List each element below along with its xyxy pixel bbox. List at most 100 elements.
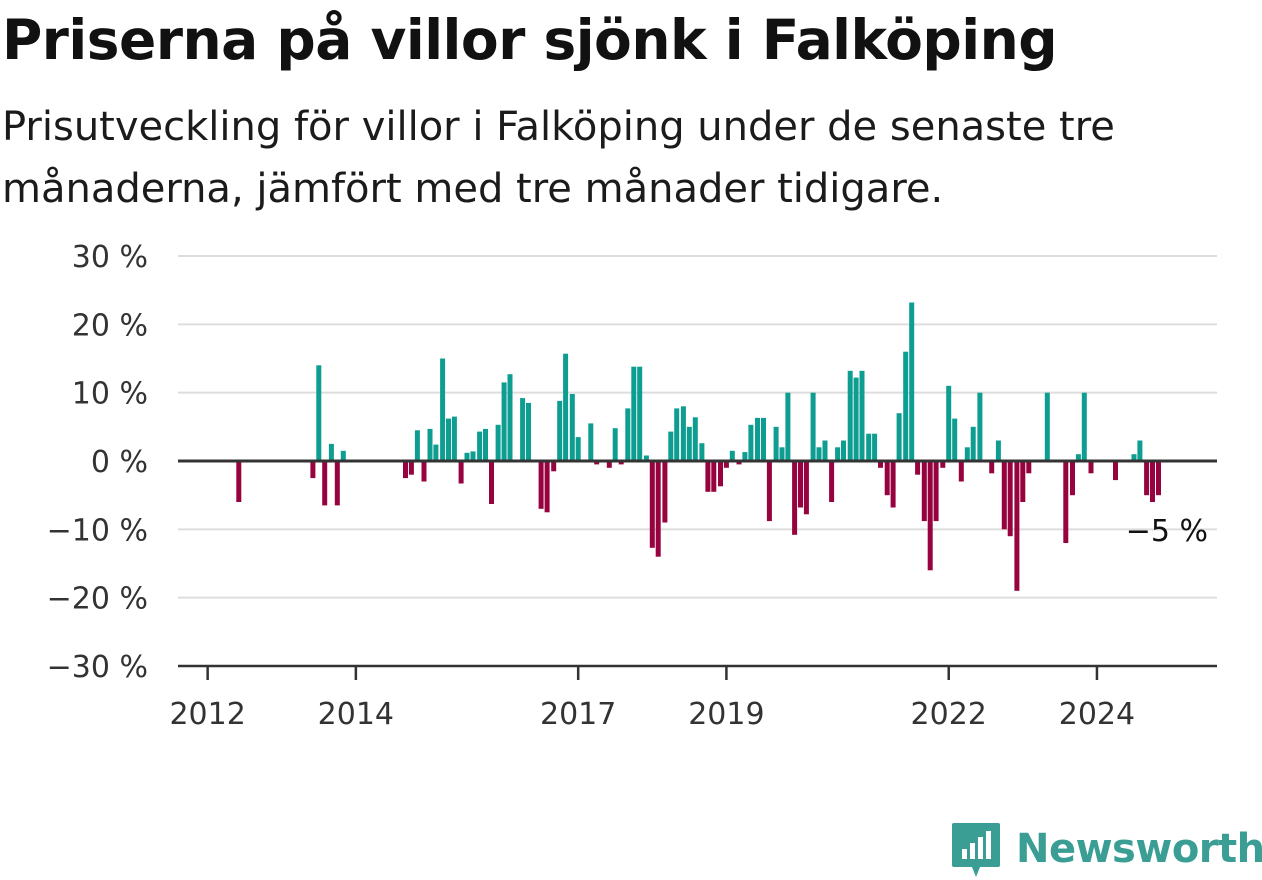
bar (1075, 454, 1081, 461)
bar (433, 444, 439, 461)
bar (915, 461, 921, 475)
bar (501, 382, 507, 461)
bar (964, 447, 970, 461)
bar (520, 398, 526, 461)
bar (829, 461, 835, 502)
bar (705, 461, 711, 492)
bar (655, 461, 661, 557)
bar (773, 426, 779, 461)
bar (322, 461, 328, 506)
bar (692, 417, 698, 461)
bar (446, 418, 451, 461)
bar (458, 461, 464, 484)
bar (526, 402, 531, 461)
x-tick-label: 2024 (1059, 697, 1135, 732)
bar (896, 413, 902, 461)
bar (427, 428, 433, 461)
y-tick-label: 20 % (72, 308, 148, 343)
bar (674, 408, 680, 461)
bar (853, 377, 859, 461)
bar (989, 461, 995, 474)
bar (1020, 461, 1026, 502)
bar (507, 374, 513, 461)
bar (909, 302, 915, 461)
bar (761, 417, 766, 461)
bar (451, 416, 457, 461)
bar (766, 461, 772, 522)
bar (594, 461, 600, 465)
bar (1150, 461, 1155, 502)
bar (1014, 461, 1020, 591)
bar (995, 440, 1001, 461)
chart-title: Priserna på villor sjönk i Falköping (2, 8, 1058, 72)
bar (927, 461, 933, 571)
bar (557, 400, 563, 461)
bar (483, 428, 488, 461)
bar (952, 418, 958, 461)
bar (440, 358, 446, 461)
bar (1063, 461, 1069, 543)
x-tick-label: 2022 (911, 697, 987, 732)
bar (618, 461, 624, 465)
bar (1156, 461, 1161, 496)
y-tick-label: 30 % (72, 240, 148, 275)
bar (729, 450, 735, 462)
bar (625, 408, 631, 461)
newsworthy-logo-icon (952, 823, 1000, 877)
bar (859, 370, 865, 461)
bars (236, 302, 1161, 591)
bar (711, 461, 717, 492)
bar (668, 431, 674, 461)
bar (779, 447, 785, 461)
bar (699, 443, 705, 461)
bar (822, 440, 828, 461)
brand-name: Newsworthy (1016, 826, 1262, 872)
bar (866, 433, 872, 461)
bar (798, 461, 803, 508)
bar (489, 461, 494, 504)
bar (495, 424, 501, 461)
bar (847, 370, 853, 461)
bar (569, 394, 575, 461)
bar (1007, 461, 1013, 537)
x-tick-label: 2012 (169, 697, 245, 732)
y-tick-label: −30 % (47, 650, 148, 685)
bar (563, 353, 569, 461)
bar (680, 406, 686, 461)
bar (408, 461, 414, 475)
bar-chart: 30 % 20 % 10 % 0 % −10 % −20 % −30 % 2012 2014 20… (47, 240, 1217, 732)
bar (958, 461, 964, 482)
bar (477, 431, 483, 461)
bar (403, 461, 408, 479)
bar (588, 423, 594, 461)
bar (538, 461, 544, 509)
y-tick-label: −20 % (47, 582, 148, 617)
bar (414, 430, 420, 462)
bar (334, 461, 340, 506)
bar (835, 447, 841, 461)
bar (946, 385, 952, 461)
bar (643, 455, 649, 461)
bar (1001, 461, 1007, 530)
bar (878, 461, 883, 468)
x-tick-label: 2014 (318, 697, 394, 732)
bar (649, 461, 655, 548)
bar (1070, 461, 1075, 496)
bar (1044, 392, 1050, 461)
bar (637, 366, 643, 461)
bar (1026, 461, 1032, 474)
bar (940, 461, 946, 468)
y-tick-label: 10 % (72, 377, 148, 412)
y-tick-label: −10 % (47, 513, 148, 548)
bar (686, 426, 692, 461)
bar (1088, 461, 1094, 474)
bar (310, 461, 316, 479)
bar (792, 461, 798, 535)
bar (977, 392, 983, 461)
bar (921, 461, 927, 522)
bar (890, 461, 896, 508)
bar (1131, 454, 1137, 461)
bar (328, 443, 334, 461)
bar (631, 366, 637, 461)
brand-logo: Newsworthy (950, 818, 1262, 880)
